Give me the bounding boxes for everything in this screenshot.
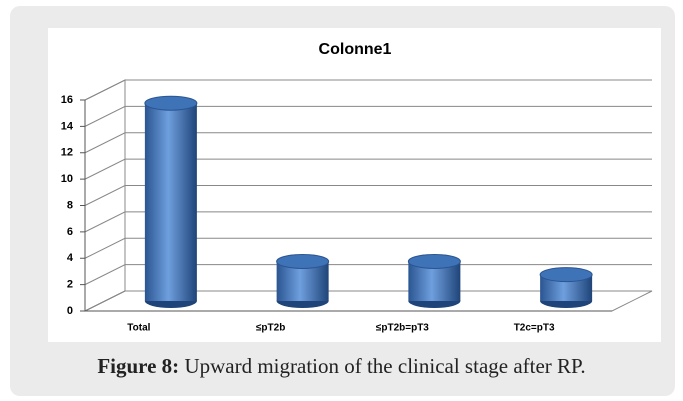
y-tick-label: 8	[67, 199, 73, 211]
chart-title: Colonne1	[319, 41, 392, 58]
caption-text: Upward migration of the clinical stage a…	[184, 354, 586, 378]
x-tick-label: ≤pT2b=pT3	[376, 323, 429, 334]
y-tick-label: 12	[61, 147, 73, 159]
x-tick-label: T2c=pT3	[514, 323, 555, 334]
y-tick-label: 14	[61, 120, 74, 132]
caption: Figure 8: Upward migration of the clinic…	[0, 354, 683, 379]
grid-line	[84, 290, 652, 312]
grid-line	[84, 105, 652, 127]
x-tick-label: Total	[127, 323, 150, 334]
bar-top	[276, 253, 330, 269]
grid-line	[84, 185, 652, 206]
grid-line	[84, 264, 652, 286]
caption-label: Figure 8:	[97, 354, 180, 378]
grid-line	[84, 211, 652, 233]
y-tick-label: 6	[67, 226, 73, 238]
y-tick-label: 10	[61, 173, 73, 185]
bar-top	[539, 267, 593, 283]
y-tick-label: 4	[67, 252, 74, 264]
grid-line	[84, 79, 652, 101]
bar-top	[407, 253, 461, 269]
y-tick-label: 16	[61, 94, 73, 106]
grid-line	[84, 132, 652, 154]
grid-line	[84, 158, 652, 180]
y-tick-label: 2	[67, 279, 73, 291]
x-tick-label: ≤pT2b	[256, 323, 285, 334]
bar-top	[144, 95, 198, 111]
bar	[144, 103, 197, 301]
grid-line	[84, 237, 652, 259]
y-tick-label: 0	[67, 305, 73, 317]
